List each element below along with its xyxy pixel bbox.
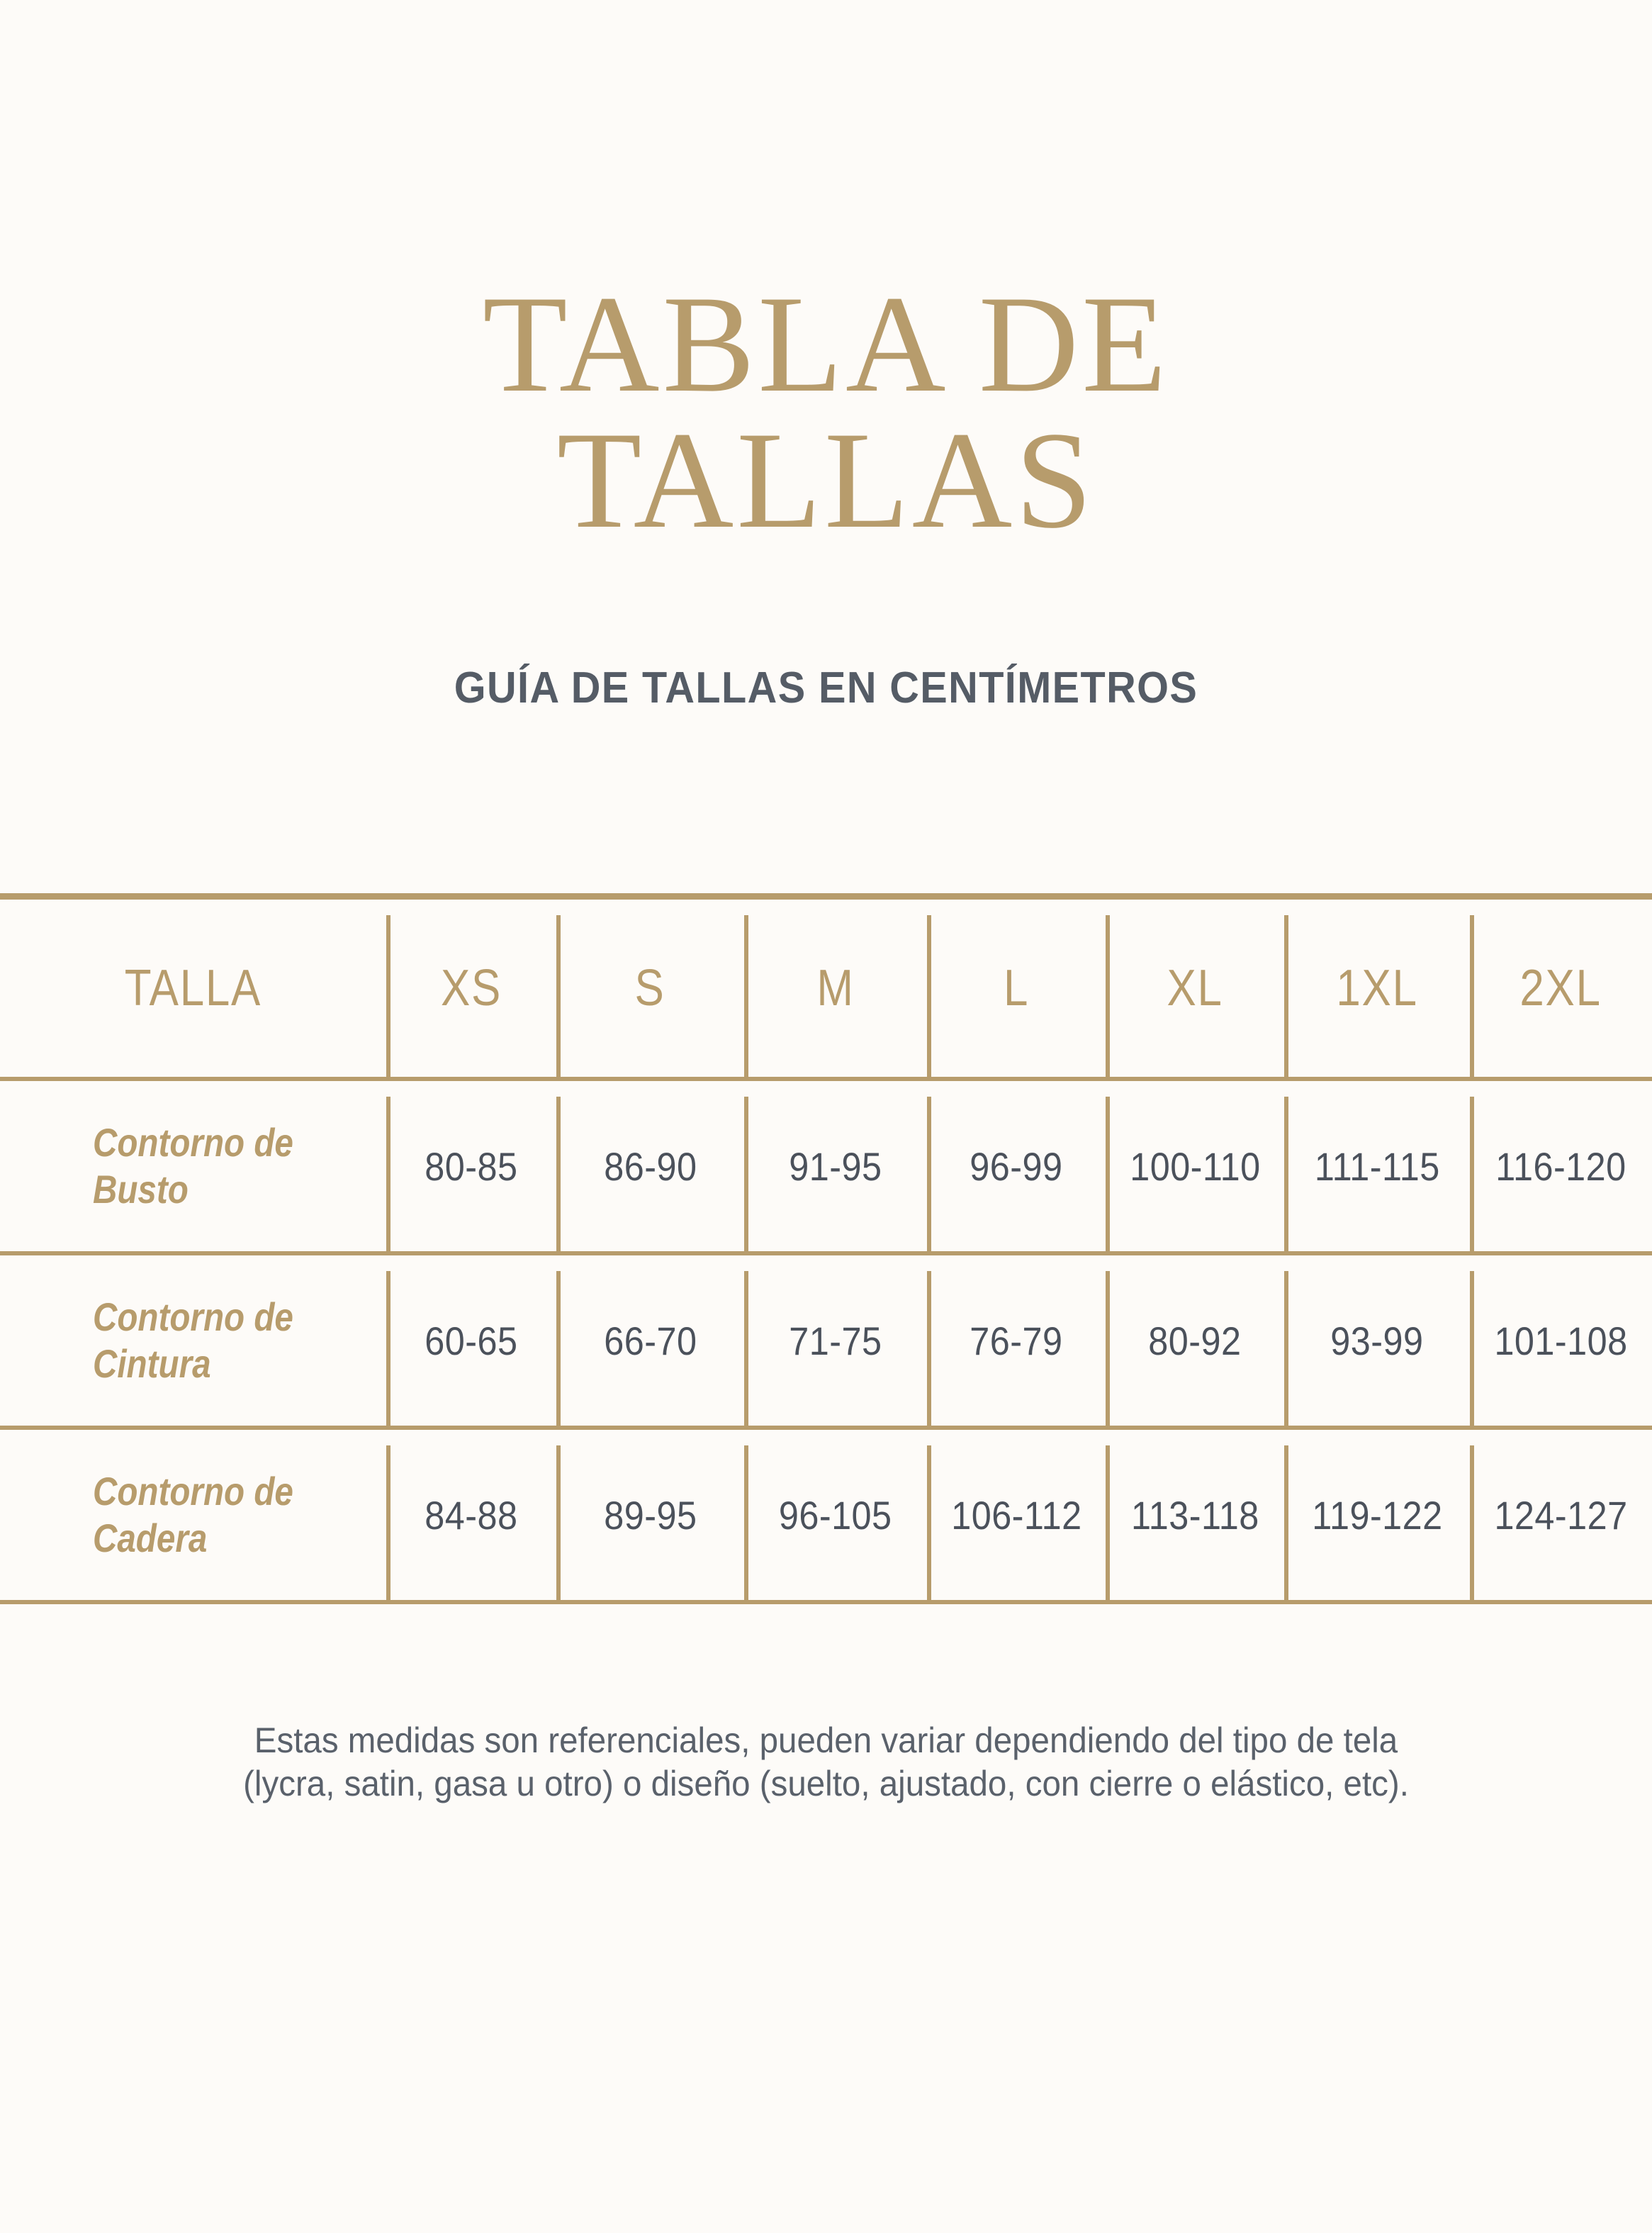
page-title: TABLA DE TALLAS: [0, 267, 1652, 558]
cell-cintura-2xl: 101-108: [1470, 1253, 1652, 1430]
cell-cintura-xs: 60-65: [386, 1253, 556, 1430]
cell-value: 71-75: [789, 1318, 882, 1363]
cell-value: 89-95: [603, 1492, 697, 1538]
cell-cintura-1xl: 93-99: [1284, 1253, 1470, 1430]
cell-busto-xl: 100-110: [1106, 1079, 1284, 1255]
column-header-2xl: 2XL: [1470, 893, 1652, 1084]
cell-value: 119-122: [1311, 1492, 1443, 1538]
cell-cintura-xl: 80-92: [1106, 1253, 1284, 1430]
cell-busto-1xl: 111-115: [1284, 1079, 1470, 1255]
cell-value: 106-112: [950, 1492, 1082, 1538]
cell-cintura-l: 76-79: [927, 1253, 1106, 1430]
cell-value: 76-79: [970, 1318, 1063, 1363]
column-header-2xl-label: 2XL: [1519, 960, 1602, 1017]
row-label-cadera-text: Contorno de Cadera: [93, 1468, 293, 1562]
column-header-xs: XS: [386, 893, 556, 1084]
page-subtitle: GUÍA DE TALLAS EN CENTÍMETROS: [454, 664, 1198, 712]
row-label-cintura-line1: Contorno de: [93, 1294, 293, 1339]
row-label-busto-line2: Busto: [93, 1167, 189, 1211]
table-row: Contorno de Busto 80-85 86-90 91-95 9: [0, 1079, 1652, 1255]
row-label-cadera-line1: Contorno de: [93, 1468, 293, 1513]
column-header-talla: TALLA: [0, 893, 386, 1081]
row-label-cadera-line2: Cadera: [93, 1516, 208, 1560]
row-label-cadera: Contorno de Cadera: [0, 1428, 386, 1604]
cell-cadera-m: 96-105: [744, 1428, 927, 1604]
column-header-m: M: [744, 893, 927, 1084]
cell-busto-xs: 80-85: [386, 1079, 556, 1255]
column-header-talla-label: TALLA: [124, 960, 262, 1017]
cell-cadera-2xl: 124-127: [1470, 1428, 1652, 1604]
cell-busto-2xl: 116-120: [1470, 1079, 1652, 1255]
column-header-xs-label: XS: [440, 960, 502, 1017]
cell-value: 80-92: [1148, 1318, 1242, 1363]
cell-value: 86-90: [603, 1143, 697, 1189]
column-header-1xl: 1XL: [1284, 893, 1470, 1084]
cell-cintura-s: 66-70: [556, 1253, 744, 1430]
cell-cintura-m: 71-75: [744, 1253, 927, 1430]
cell-value: 124-127: [1494, 1492, 1628, 1538]
cell-value: 101-108: [1494, 1318, 1628, 1363]
row-label-cintura: Contorno de Cintura: [0, 1253, 386, 1430]
cell-value: 84-88: [425, 1492, 518, 1538]
column-header-l: L: [927, 893, 1106, 1084]
cell-cadera-l: 106-112: [927, 1428, 1106, 1604]
title-line-1: TABLA DE: [482, 267, 1170, 421]
cell-value: 91-95: [789, 1143, 882, 1189]
cell-busto-l: 96-99: [927, 1079, 1106, 1255]
column-header-l-label: L: [1003, 960, 1030, 1017]
table-row: Contorno de Cadera 84-88 89-95 96-105: [0, 1428, 1652, 1604]
column-header-xl-label: XL: [1167, 960, 1223, 1017]
row-label-busto-line1: Contorno de: [93, 1119, 293, 1165]
cell-cadera-xs: 84-88: [386, 1428, 556, 1604]
cell-value: 93-99: [1330, 1318, 1424, 1363]
column-header-m-label: M: [816, 960, 855, 1017]
title-text: TABLA DE TALLAS: [0, 267, 1652, 558]
cell-value: 100-110: [1129, 1143, 1261, 1189]
cell-value: 96-99: [970, 1143, 1063, 1189]
column-header-1xl-label: 1XL: [1336, 960, 1418, 1017]
title-line-2: TALLAS: [556, 403, 1096, 558]
cell-value: 80-85: [425, 1143, 518, 1189]
row-label-busto: Contorno de Busto: [0, 1079, 386, 1255]
table-header-row: TALLA XS S M L XL: [0, 893, 1652, 1084]
cell-value: 116-120: [1495, 1143, 1626, 1189]
footnote: Estas medidas son referenciales, pueden …: [0, 1719, 1652, 1806]
cell-cadera-s: 89-95: [556, 1428, 744, 1604]
table-row: Contorno de Cintura 60-65 66-70 71-75: [0, 1253, 1652, 1430]
size-table-container: TALLA XS S M L XL: [0, 893, 1652, 1604]
row-label-busto-text: Contorno de Busto: [93, 1119, 293, 1213]
column-header-s-label: S: [634, 960, 666, 1017]
cell-busto-s: 86-90: [556, 1079, 744, 1255]
column-header-s: S: [556, 893, 744, 1084]
size-table-body: Contorno de Busto 80-85 86-90 91-95 9: [0, 1079, 1652, 1604]
footnote-line-2: (lycra, satin, gasa u otro) o diseño (su…: [243, 1764, 1409, 1803]
size-table: TALLA XS S M L XL: [0, 893, 1652, 1604]
size-table-head: TALLA XS S M L XL: [0, 893, 1652, 1084]
cell-value: 113-118: [1130, 1492, 1259, 1538]
row-label-cintura-line2: Cintura: [93, 1341, 211, 1386]
cell-value: 60-65: [425, 1318, 518, 1363]
column-header-xl: XL: [1106, 893, 1284, 1084]
row-label-cintura-text: Contorno de Cintura: [93, 1294, 293, 1387]
cell-value: 66-70: [603, 1318, 697, 1363]
cell-cadera-1xl: 119-122: [1284, 1428, 1470, 1604]
cell-busto-m: 91-95: [744, 1079, 927, 1255]
cell-value: 111-115: [1314, 1143, 1440, 1189]
footnote-line-1: Estas medidas son referenciales, pueden …: [254, 1720, 1398, 1760]
cell-value: 96-105: [779, 1492, 892, 1538]
cell-cadera-xl: 113-118: [1106, 1428, 1284, 1604]
